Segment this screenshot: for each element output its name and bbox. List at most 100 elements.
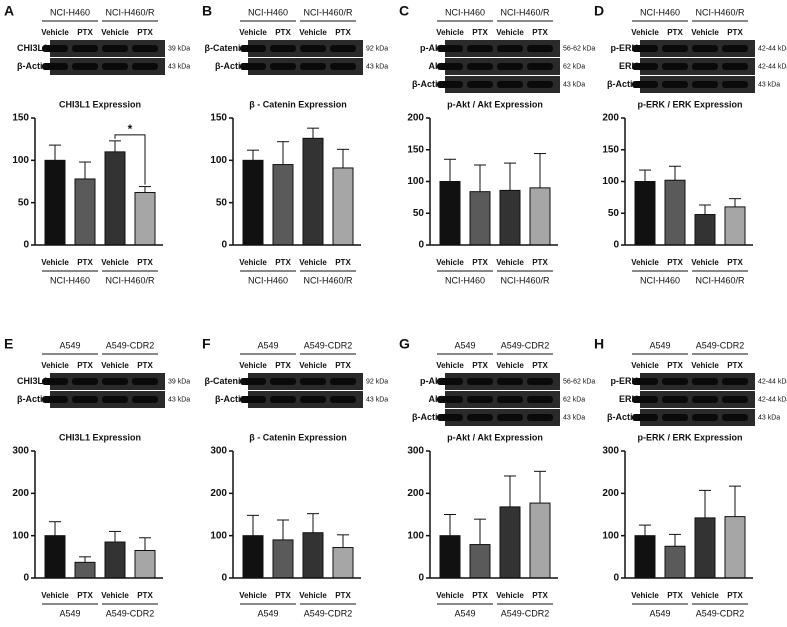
bar <box>272 539 294 579</box>
y-tick-label: 100 <box>12 530 29 541</box>
y-tick-label: 100 <box>602 176 619 187</box>
x-tick-label: Vehicle <box>101 591 129 600</box>
group-label: A549 <box>649 608 670 618</box>
y-tick-label: 200 <box>12 488 29 499</box>
group-label: A549-CDR2 <box>696 608 745 618</box>
lane-label: PTX <box>275 28 291 37</box>
blot-kda: 43 kDa <box>758 81 780 88</box>
bar <box>332 167 354 246</box>
blot-band <box>467 63 493 70</box>
blot-band <box>527 396 553 403</box>
group-label: A549 <box>59 608 80 618</box>
y-tick-label: 0 <box>613 240 619 251</box>
blot-band <box>270 63 296 70</box>
y-tick-label: 50 <box>413 208 425 219</box>
x-tick-label: Vehicle <box>496 591 524 600</box>
blot-band <box>497 396 523 403</box>
blot-kda: 39 kDa <box>168 378 190 385</box>
group-label: A549-CDR2 <box>304 608 353 618</box>
blot-label: β-Actin <box>215 61 246 71</box>
lane-label: PTX <box>77 361 93 370</box>
group-label: A549 <box>649 340 670 350</box>
chart-title: β - Catenin Expression <box>249 99 347 109</box>
blot-label: β-Catenin <box>205 376 247 386</box>
lane-label: PTX <box>727 361 743 370</box>
blot-band <box>497 81 523 88</box>
group-label: NCI-H460/R <box>500 275 550 285</box>
bar <box>724 206 746 246</box>
blot-kda: 62 kDa <box>563 396 585 403</box>
bar <box>302 137 324 246</box>
chart-title: p-ERK / ERK Expression <box>637 99 742 109</box>
y-tick-label: 200 <box>407 488 424 499</box>
blot-kda: 92 kDa <box>366 45 388 52</box>
blot-band <box>662 81 688 88</box>
bar <box>469 191 491 246</box>
blot-band <box>722 63 748 70</box>
blot-band <box>662 45 688 52</box>
x-tick-label: PTX <box>667 258 683 267</box>
x-tick-label: Vehicle <box>101 258 129 267</box>
blot-band <box>330 378 356 385</box>
blot-band <box>72 378 98 385</box>
blot-kda: 43 kDa <box>366 396 388 403</box>
group-label: NCI-H460/R <box>105 7 155 17</box>
lane-label: Vehicle <box>101 361 129 370</box>
x-tick-label: Vehicle <box>496 258 524 267</box>
x-tick-label: Vehicle <box>239 591 267 600</box>
chart-title: p-ERK / ERK Expression <box>637 432 742 442</box>
x-tick-label: Vehicle <box>41 591 69 600</box>
x-tick-label: PTX <box>472 258 488 267</box>
blot-band <box>467 378 493 385</box>
panel-letter: D <box>594 3 604 19</box>
group-label: NCI-H460/R <box>105 275 155 285</box>
y-tick-label: 50 <box>18 197 30 208</box>
blot-band <box>42 63 68 70</box>
group-label: A549-CDR2 <box>501 340 550 350</box>
group-label: A549-CDR2 <box>304 340 353 350</box>
x-tick-label: PTX <box>137 591 153 600</box>
x-tick-label: PTX <box>77 591 93 600</box>
bar <box>529 502 551 579</box>
panel-letter: G <box>399 336 410 352</box>
y-tick-label: 150 <box>210 113 227 124</box>
blot-kda: 42-44 kDa <box>758 45 787 52</box>
chart-title: p-Akt / Akt Expression <box>447 99 543 109</box>
blot-label: p-ERK <box>611 43 639 53</box>
lane-label: PTX <box>335 361 351 370</box>
lane-label: Vehicle <box>41 361 69 370</box>
x-tick-label: Vehicle <box>41 258 69 267</box>
blot-band <box>437 63 463 70</box>
blot-band <box>527 81 553 88</box>
blot-band <box>437 396 463 403</box>
group-label: NCI-H460 <box>445 275 485 285</box>
chart-title: CHI3L1 Expression <box>59 99 141 109</box>
blot-label: β-Actin <box>412 79 443 89</box>
blot-band <box>42 396 68 403</box>
blot-kda: 43 kDa <box>563 414 585 421</box>
lane-label: Vehicle <box>691 28 719 37</box>
blot-band <box>527 63 553 70</box>
bar <box>439 181 461 246</box>
y-tick-label: 0 <box>221 573 227 584</box>
blot-band <box>132 45 158 52</box>
blot-kda: 56-62 kDa <box>563 45 595 52</box>
blot-band <box>300 63 326 70</box>
group-label: NCI-H460 <box>640 275 680 285</box>
bar <box>664 545 686 579</box>
x-tick-label: Vehicle <box>691 591 719 600</box>
x-tick-label: PTX <box>727 591 743 600</box>
bar <box>134 192 156 246</box>
x-tick-label: Vehicle <box>436 591 464 600</box>
blot-band <box>722 45 748 52</box>
blot-kda: 43 kDa <box>168 63 190 70</box>
panel: G A549 A549 A549-CDR2 A549-CDR2 p-Akt 56-62 kD… <box>399 336 595 619</box>
blot-label: p-Akt <box>420 43 443 53</box>
panel: A NCI-H460 NCI-H460 NCI-H460/R NCI-H460/R CHI… <box>4 3 190 286</box>
panel-letter: A <box>4 3 14 19</box>
y-tick-label: 100 <box>12 155 29 166</box>
blot-band <box>722 81 748 88</box>
panel-letter: B <box>202 3 212 19</box>
y-tick-label: 300 <box>407 446 424 457</box>
